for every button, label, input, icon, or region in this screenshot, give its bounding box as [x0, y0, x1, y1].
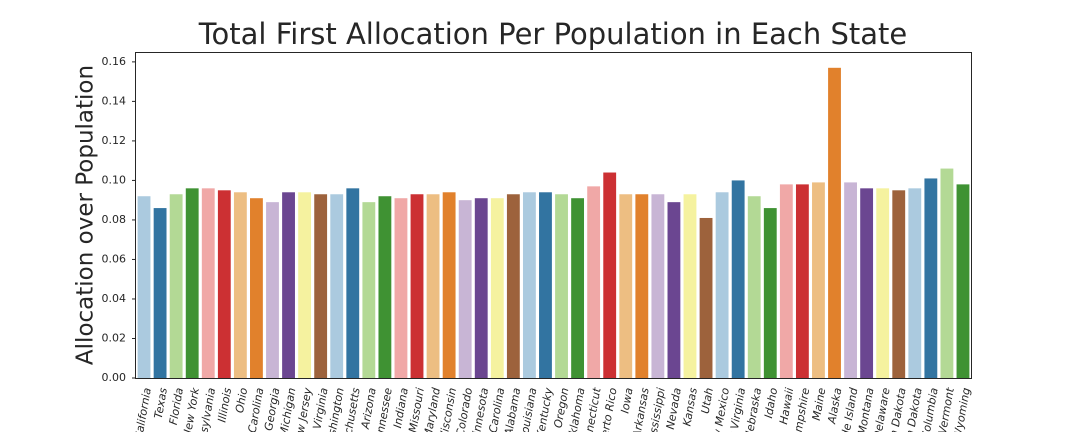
bar — [619, 194, 633, 378]
bar — [426, 194, 440, 378]
bar — [635, 194, 649, 378]
y-tick-label: 0.08 — [102, 213, 127, 226]
x-tick-label: Kansas — [680, 387, 700, 428]
bar — [844, 182, 857, 378]
x-tick-label: Idaho — [762, 387, 780, 420]
bar — [555, 194, 568, 378]
bar — [651, 194, 665, 378]
bar — [795, 184, 809, 378]
bar — [956, 184, 970, 378]
bar — [876, 188, 890, 378]
axes-frame — [135, 52, 972, 379]
x-tick-label: Iowa — [618, 387, 635, 415]
bar — [603, 172, 617, 378]
bar — [522, 192, 536, 378]
bar — [394, 198, 408, 378]
bar — [442, 192, 456, 378]
bar — [217, 190, 231, 378]
bar — [378, 196, 392, 378]
bar — [892, 190, 906, 378]
bar — [266, 202, 279, 378]
bar — [779, 184, 793, 378]
x-tick-label: Illinois — [215, 387, 234, 424]
bar — [474, 198, 488, 378]
bar — [362, 202, 376, 378]
y-tick-label: 0.02 — [102, 331, 127, 344]
y-tick-label: 0.14 — [102, 94, 127, 107]
bar — [137, 196, 151, 378]
bar — [699, 217, 713, 378]
y-tick-label: 0.06 — [102, 252, 127, 265]
bar — [298, 192, 312, 378]
bar — [201, 188, 215, 378]
y-tick-label: 0.16 — [102, 55, 127, 68]
y-tick-label: 0.12 — [102, 134, 127, 147]
bar — [940, 168, 954, 378]
x-tick-label: California — [132, 387, 154, 432]
bar — [667, 202, 681, 378]
bar — [812, 182, 825, 378]
bar — [282, 192, 295, 378]
bar — [314, 194, 328, 378]
bar — [490, 198, 504, 378]
x-tick-label: Utah — [699, 387, 716, 415]
bar — [458, 200, 472, 378]
bar — [153, 208, 167, 378]
bar — [731, 180, 745, 378]
bar — [587, 186, 601, 378]
bar — [908, 188, 922, 378]
y-axis-label: Allocation over Population — [73, 65, 99, 365]
x-tick-label: Maine — [810, 387, 829, 422]
bar — [506, 194, 520, 378]
x-tick-label: Florida — [167, 387, 186, 426]
bar — [828, 67, 841, 378]
bar — [683, 194, 697, 378]
bar — [924, 178, 938, 378]
x-tick-label: Ohio — [233, 387, 250, 415]
y-tick-label: 0.04 — [102, 292, 127, 305]
x-tick-label: Texas — [152, 387, 170, 420]
x-tick-label: Alaska — [825, 387, 844, 426]
bar — [571, 198, 585, 378]
bar — [185, 188, 199, 378]
bar — [539, 192, 552, 378]
bar — [715, 192, 729, 378]
bar — [330, 194, 344, 378]
bar — [410, 194, 424, 378]
x-tick-label: Hawaii — [777, 387, 796, 426]
bar — [747, 196, 761, 378]
bar — [169, 194, 183, 378]
bar — [250, 198, 263, 378]
bar — [346, 188, 360, 378]
bar — [763, 208, 777, 378]
y-tick-label: 0.00 — [102, 371, 127, 384]
bar — [860, 188, 874, 378]
bar — [233, 192, 247, 378]
chart-title: Total First Allocation Per Population in… — [198, 17, 907, 51]
y-tick-label: 0.10 — [102, 173, 127, 186]
